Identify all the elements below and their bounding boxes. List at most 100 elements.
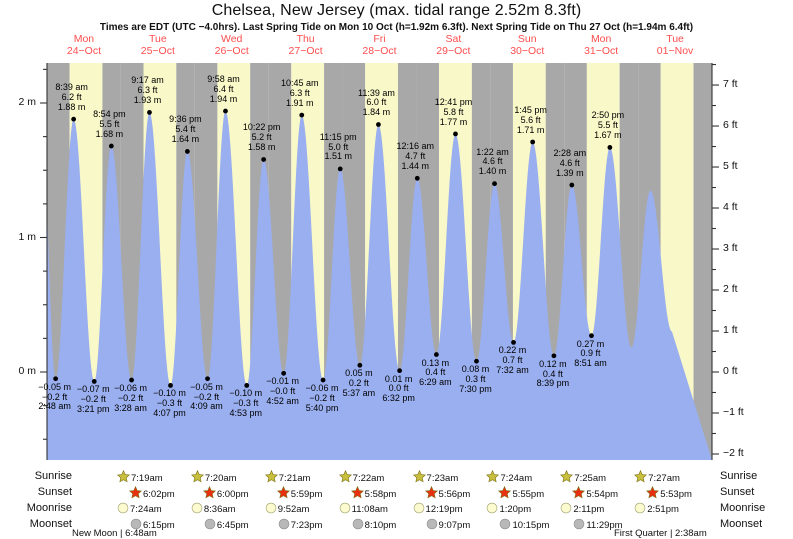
tide-label-line: 5.2 ft bbox=[251, 132, 272, 143]
tide-extreme-dot-5 bbox=[129, 377, 134, 383]
astro-row-label-sunrise: Sunrise bbox=[34, 470, 72, 482]
tide-label-line: 8:51 am bbox=[574, 358, 607, 369]
astro-sunrise-2: 7:21am bbox=[264, 470, 310, 484]
tide-label-line: −0.3 ft bbox=[233, 398, 259, 409]
day-name: Wed bbox=[221, 33, 243, 45]
tide-label-line: −0.3 ft bbox=[156, 398, 183, 409]
axis-left-tick-label-1: 1 m bbox=[18, 230, 36, 243]
tide-label-line: 10:22 pm bbox=[242, 122, 281, 133]
axis-right-tick-label-1: 6 ft bbox=[723, 119, 738, 132]
tide-extreme-dot-25 bbox=[511, 340, 516, 345]
day-date: 24−Oct bbox=[66, 45, 102, 57]
tide-label-line: −0.2 ft bbox=[80, 394, 106, 405]
tide-label-line: 0.7 ft bbox=[502, 355, 523, 366]
day-date: 31−Oct bbox=[584, 45, 619, 57]
tide-label-line: 1.94 m bbox=[209, 93, 238, 104]
tide-label-line: 0.22 m bbox=[498, 345, 527, 356]
tide-label-line: 7:30 pm bbox=[459, 383, 492, 394]
star-icon bbox=[129, 486, 142, 499]
tide-label-line: −0.05 m bbox=[190, 381, 223, 392]
tide-label-high-12: 10:22 pm 5.2 ft 1.58 m bbox=[231, 123, 293, 152]
astro-row-label-sunset: Sunset bbox=[37, 486, 72, 498]
tide-label-line: 1.64 m bbox=[171, 134, 200, 144]
tide-label-line: 6.3 ft bbox=[137, 85, 158, 96]
tide-label-low-17: 0.05 m 0.2 ft 5:37 am bbox=[328, 368, 390, 398]
astro-sunrise-4: 7:23am bbox=[412, 470, 459, 484]
tide-label-line: 8:39 pm bbox=[536, 378, 570, 389]
tide-label-line: 0.0 ft bbox=[388, 383, 409, 394]
tide-label-low-3: −0.07 m −0.2 ft 3:21 pm bbox=[62, 385, 124, 414]
tide-label-low-7: −0.10 m −0.3 ft 4:07 pm bbox=[139, 389, 201, 418]
day-name: Sat bbox=[445, 33, 462, 45]
astro-time: 7:27am bbox=[648, 473, 680, 484]
day-date: 27−Oct bbox=[288, 45, 323, 57]
moon-disc-icon bbox=[561, 502, 572, 514]
tide-label-line: 9:17 am bbox=[131, 75, 164, 86]
astro-sunset-0: 6:02pm bbox=[129, 486, 175, 500]
tide-label-line: 5.0 ft bbox=[328, 141, 349, 152]
astro-sunset-3: 5:58pm bbox=[350, 486, 396, 500]
tide-label-line: 1.91 m bbox=[285, 97, 314, 108]
astro-sunrise-0: 7:19am bbox=[117, 470, 163, 484]
tide-label-line: −0.05 m bbox=[38, 381, 71, 392]
day-header-2: Wed 26−Oct bbox=[195, 33, 269, 57]
tide-label-line: 1.93 m bbox=[133, 95, 162, 105]
tide-label-line: 1.39 m bbox=[556, 167, 584, 178]
astro-time: 7:23pm bbox=[290, 520, 323, 531]
astro-moonset-4: 9:07pm bbox=[426, 518, 470, 531]
astro-time: 8:10pm bbox=[364, 520, 397, 531]
tide-extreme-dot-16 bbox=[337, 166, 343, 172]
tide-extreme-dot-4 bbox=[108, 143, 114, 149]
tide-label-line: 4.6 ft bbox=[559, 157, 580, 168]
moon-disc-icon bbox=[278, 518, 290, 530]
tide-label-low-23: 0.08 m 0.3 ft 7:30 pm bbox=[444, 364, 506, 394]
day-name: Tue bbox=[148, 33, 167, 45]
tide-label-line: 1.44 m bbox=[401, 160, 430, 171]
moon-disc-icon bbox=[130, 518, 142, 530]
astro-sunset-1: 6:00pm bbox=[202, 486, 249, 500]
astro-row-label-moonrise: Moonrise bbox=[26, 502, 72, 514]
astro-time: 7:20am bbox=[204, 473, 237, 484]
tide-label-line: 1.71 m bbox=[516, 124, 545, 135]
tide-label-low-25: 0.22 m 0.7 ft 7:32 am bbox=[482, 346, 544, 375]
tide-label-low-21: 0.13 m 0.4 ft 6:29 am bbox=[404, 357, 466, 388]
tide-label-low-27: 0.12 m 0.4 ft 8:39 pm bbox=[522, 359, 584, 389]
star-icon bbox=[572, 486, 586, 499]
tide-label-high-14: 10:45 am 6.3 ft 1.91 m bbox=[269, 78, 331, 108]
tide-label-high-10: 9:58 am 6.4 ft 1.94 m bbox=[192, 74, 254, 104]
tide-extreme-dot-12 bbox=[261, 157, 267, 162]
tide-label-line: 1.77 m bbox=[439, 116, 468, 127]
astro-time: 8:36am bbox=[203, 504, 236, 515]
tide-label-line: 4:09 am bbox=[190, 401, 223, 412]
tide-label-line: 0.3 ft bbox=[465, 374, 486, 385]
tide-extreme-dot-17 bbox=[357, 362, 363, 368]
day-name: Fri bbox=[373, 33, 386, 45]
tide-label-high-4: 8:54 pm 5.5 ft 1.68 m bbox=[78, 109, 140, 139]
tide-label-line: 0.13 m bbox=[421, 357, 450, 368]
tide-label-line: 6.0 ft bbox=[366, 97, 387, 108]
moon-disc-icon bbox=[204, 518, 216, 530]
tide-label-line: 1.51 m bbox=[324, 151, 352, 162]
tide-label-line: 5.4 ft bbox=[175, 124, 196, 135]
night-band bbox=[693, 63, 712, 460]
astro-row-label-right-sunset: Sunset bbox=[720, 486, 755, 498]
astro-time: 7:23am bbox=[426, 473, 459, 484]
tide-label-line: 0.4 ft bbox=[542, 368, 563, 379]
astro-moonrise-5: 1:20pm bbox=[486, 502, 531, 515]
tide-label-high-18: 11:39 am 6.0 ft 1.84 m bbox=[345, 88, 407, 118]
star-icon bbox=[117, 470, 130, 483]
star-icon bbox=[264, 470, 278, 483]
tide-label-line: 2:48 am bbox=[38, 401, 71, 412]
tide-label-line: 1:22 am bbox=[476, 146, 509, 157]
tide-label-line: 12:41 pm bbox=[434, 96, 473, 107]
tide-label-line: 9:36 pm bbox=[169, 114, 202, 125]
tide-label-line: 0.01 m bbox=[384, 373, 413, 384]
tide-label-line: 5.5 ft bbox=[99, 118, 120, 129]
tide-extreme-dot-10 bbox=[223, 108, 228, 114]
night-band bbox=[638, 63, 661, 460]
tide-label-low-5: −0.06 m −0.2 ft 3:28 am bbox=[100, 383, 162, 413]
tide-label-line: 1.88 m bbox=[57, 101, 86, 112]
moon-disc-icon bbox=[487, 502, 498, 514]
astro-time: 1:20pm bbox=[499, 504, 532, 515]
tide-label-line: 2:50 pm bbox=[591, 110, 625, 121]
